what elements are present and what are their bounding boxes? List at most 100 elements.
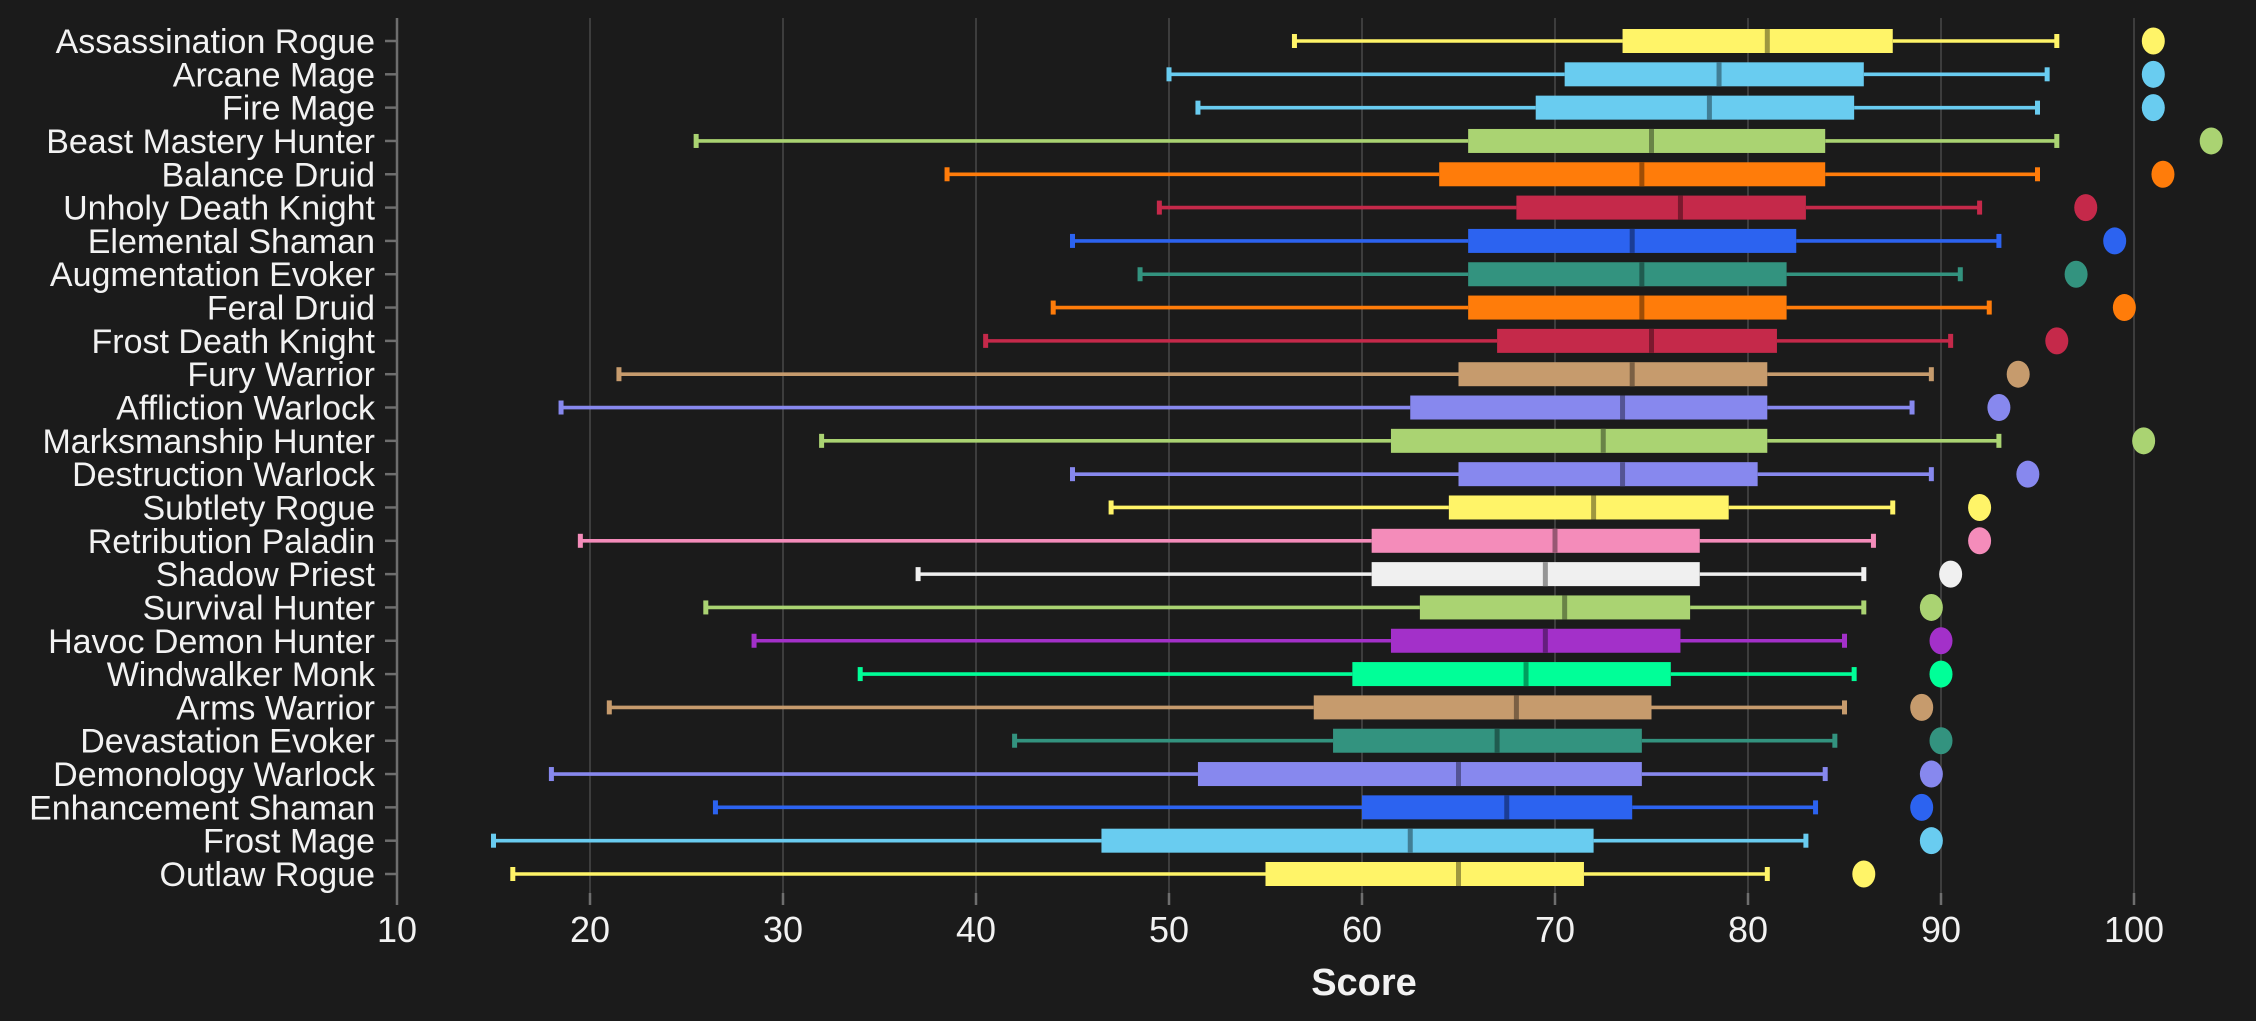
category-label-frost-mage: Frost Mage [203, 823, 375, 861]
outlier-dot-assassination-rogue [2141, 27, 2165, 55]
whisker-cap-low-demonology-warlock [548, 767, 554, 782]
box-subtlety-rogue [1448, 495, 1729, 520]
box-retribution-paladin [1371, 528, 1700, 553]
median-line-survival-hunter [1562, 595, 1568, 620]
x-tick-label: 70 [1535, 909, 1575, 950]
outlier-dot-fire-mage [2141, 94, 2165, 122]
median-line-assassination-rogue [1764, 29, 1770, 53]
category-label-assassination-rogue: Assassination Rogue [56, 23, 375, 61]
outlier-dot-augmentation-evoker [2064, 260, 2088, 288]
whisker-cap-low-assassination-rogue [1291, 34, 1297, 48]
category-label-enhancement-shaman: Enhancement Shaman [29, 789, 375, 827]
whisker-cap-low-unholy-death-knight [1156, 200, 1162, 215]
x-tick-label: 100 [2104, 909, 2164, 950]
median-line-enhancement-shaman [1504, 795, 1510, 820]
outlier-dot-marksmanship-hunter [2132, 427, 2156, 455]
category-label-affliction-warlock: Affliction Warlock [116, 390, 376, 428]
box-enhancement-shaman [1362, 795, 1633, 820]
whisker-cap-low-feral-druid [1050, 300, 1056, 315]
whisker-cap-high-arcane-mage [2044, 67, 2050, 82]
whisker-cap-high-fury-warrior [1928, 367, 1934, 382]
box-devastation-evoker [1333, 728, 1642, 753]
outlier-dot-shadow-priest [1939, 560, 1963, 588]
box-survival-hunter [1419, 595, 1691, 620]
whisker-cap-low-affliction-warlock [558, 400, 564, 415]
median-line-affliction-warlock [1620, 395, 1626, 420]
whisker-cap-high-marksmanship-hunter [1996, 433, 2002, 448]
median-line-elemental-shaman [1629, 228, 1635, 253]
outlier-dot-beast-mastery-hunter [2199, 127, 2223, 155]
category-label-augmentation-evoker: Augmentation Evoker [50, 256, 375, 294]
outlier-dot-frost-death-knight [2045, 327, 2069, 355]
category-label-destruction-warlock: Destruction Warlock [72, 456, 376, 494]
whisker-cap-high-unholy-death-knight [1977, 200, 1983, 215]
box-windwalker-monk [1352, 662, 1671, 687]
x-tick-label: 80 [1728, 909, 1768, 950]
whisker-cap-low-beast-mastery-hunter [693, 133, 699, 148]
category-label-balance-druid: Balance Druid [161, 156, 375, 194]
whisker-cap-high-arms-warrior [1842, 700, 1847, 715]
whisker-cap-high-frost-mage [1803, 833, 1809, 848]
box-feral-druid [1468, 295, 1787, 320]
box-shadow-priest [1371, 562, 1700, 587]
whisker-cap-low-destruction-warlock [1070, 467, 1075, 482]
outlier-dot-arcane-mage [2141, 60, 2165, 88]
whisker-cap-high-fire-mage [2035, 100, 2040, 115]
whisker-cap-low-devastation-evoker [1012, 733, 1018, 748]
median-line-havoc-demon-hunter [1542, 628, 1548, 653]
median-line-outlaw-rogue [1456, 862, 1461, 886]
outlier-dot-demonology-warlock [1919, 760, 1943, 788]
whisker-cap-low-arcane-mage [1166, 67, 1172, 82]
box-havoc-demon-hunter [1390, 628, 1681, 653]
box-fury-warrior [1458, 362, 1768, 387]
whisker-cap-low-retribution-paladin [577, 533, 583, 548]
whisker-cap-low-shadow-priest [915, 567, 921, 582]
median-line-marksmanship-hunter [1600, 428, 1606, 453]
median-line-frost-mage [1407, 828, 1413, 853]
whisker-cap-low-frost-death-knight [983, 333, 989, 348]
box-marksmanship-hunter [1390, 428, 1768, 453]
x-tick-label: 30 [763, 909, 803, 950]
x-tick-label: 10 [377, 909, 417, 950]
whisker-cap-low-windwalker-monk [857, 667, 863, 682]
x-axis-title: Score [1311, 962, 1417, 1004]
whisker-cap-high-windwalker-monk [1851, 667, 1857, 682]
outlier-dot-affliction-warlock [1987, 394, 2011, 422]
outlier-dot-outlaw-rogue [1852, 860, 1876, 888]
whisker-cap-low-survival-hunter [703, 600, 709, 615]
median-line-shadow-priest [1542, 562, 1548, 587]
whisker-cap-low-elemental-shaman [1070, 233, 1075, 248]
median-line-destruction-warlock [1620, 462, 1626, 487]
category-label-demonology-warlock: Demonology Warlock [53, 756, 376, 794]
whisker-cap-high-havoc-demon-hunter [1842, 633, 1847, 648]
box-unholy-death-knight [1516, 195, 1806, 220]
box-arcane-mage [1564, 62, 1864, 87]
category-label-feral-druid: Feral Druid [207, 290, 375, 328]
category-label-arcane-mage: Arcane Mage [173, 56, 375, 94]
category-label-retribution-paladin: Retribution Paladin [88, 523, 375, 561]
median-line-arcane-mage [1716, 62, 1722, 87]
outlier-dot-feral-druid [2112, 294, 2136, 322]
category-label-shadow-priest: Shadow Priest [156, 556, 376, 594]
box-balance-druid [1439, 162, 1826, 187]
x-tick-label: 50 [1149, 909, 1189, 950]
whisker-cap-high-destruction-warlock [1928, 467, 1934, 482]
outlier-dot-havoc-demon-hunter [1929, 627, 1953, 655]
box-beast-mastery-hunter [1468, 128, 1826, 153]
outlier-dot-fury-warrior [2006, 360, 2030, 388]
whisker-cap-high-demonology-warlock [1822, 767, 1828, 782]
median-line-demonology-warlock [1456, 762, 1461, 787]
median-line-fury-warrior [1629, 362, 1635, 387]
category-label-fury-warrior: Fury Warrior [187, 356, 375, 394]
whisker-cap-high-beast-mastery-hunter [2054, 133, 2060, 148]
x-tick-label: 60 [1342, 909, 1382, 950]
whisker-cap-high-assassination-rogue [2054, 34, 2060, 48]
whisker-cap-low-balance-druid [944, 167, 950, 182]
category-label-subtlety-rogue: Subtlety Rogue [143, 489, 376, 527]
outlier-dot-frost-mage [1919, 827, 1943, 855]
category-label-elemental-shaman: Elemental Shaman [88, 223, 375, 261]
whisker-cap-high-shadow-priest [1861, 567, 1867, 582]
whisker-cap-high-enhancement-shaman [1813, 800, 1819, 815]
